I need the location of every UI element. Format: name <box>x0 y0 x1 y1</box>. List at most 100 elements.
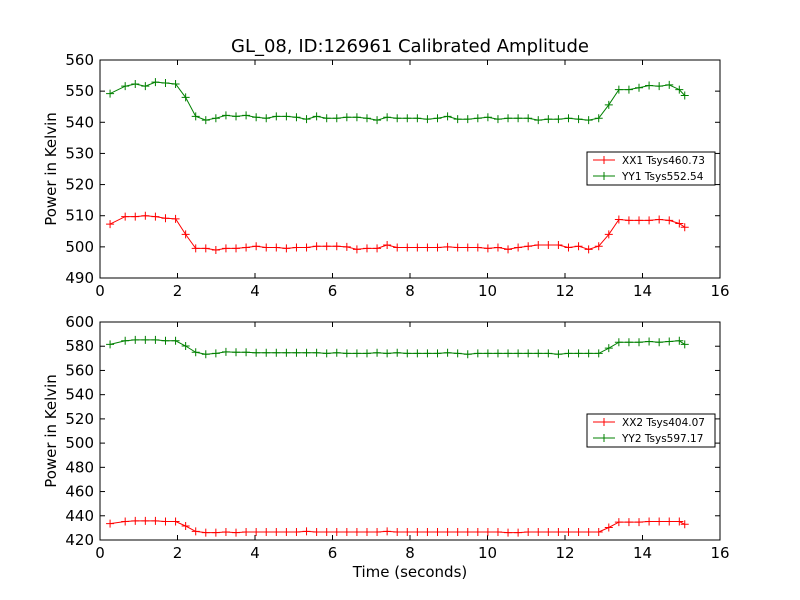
data-point <box>181 93 190 102</box>
data-point <box>322 114 331 123</box>
chart-panel-1: 0 2 4 6 8 10 12 14 16 490 500 510 520 530 540 550 560 GL_… <box>42 36 730 300</box>
y-tick-label: 520 <box>65 410 94 428</box>
data-point <box>131 335 140 344</box>
y-tick-label: 460 <box>65 483 94 501</box>
data-point <box>574 115 583 124</box>
data-point <box>352 349 361 358</box>
data-point <box>574 349 583 358</box>
data-point <box>614 518 623 527</box>
data-point <box>624 85 633 94</box>
data-point <box>131 212 140 221</box>
data-point <box>232 348 241 357</box>
data-point <box>211 528 220 537</box>
data-point <box>645 81 654 90</box>
x-tick-label: 6 <box>328 282 338 300</box>
series-line <box>109 81 686 121</box>
data-point <box>524 242 533 251</box>
series-1 <box>106 211 689 254</box>
data-point <box>161 79 170 88</box>
data-point <box>141 335 150 344</box>
legend-label: YY2 Tsys597.17 <box>621 433 703 445</box>
data-point <box>534 349 543 358</box>
legend-label: YY1 Tsys552.54 <box>621 171 704 183</box>
data-point <box>221 111 230 120</box>
data-point <box>332 348 341 357</box>
series-line <box>109 339 685 355</box>
data-point <box>282 348 291 357</box>
y-tick-label: 490 <box>65 269 94 287</box>
data-point <box>121 82 130 91</box>
data-point <box>514 243 523 252</box>
data-point <box>453 243 462 252</box>
data-point <box>242 243 251 252</box>
chart-title: GL_08, ID:126961 Calibrated Amplitude <box>231 36 589 57</box>
data-point <box>534 528 543 537</box>
y-tick-label: 500 <box>65 238 94 256</box>
data-point <box>171 336 180 345</box>
data-point <box>564 243 573 252</box>
data-point <box>635 338 644 347</box>
data-point <box>221 528 230 537</box>
legend-box <box>586 151 716 186</box>
data-point <box>584 528 593 537</box>
data-point <box>262 243 271 252</box>
data-point <box>106 89 115 98</box>
legend-marker <box>600 418 608 426</box>
data-point <box>463 115 472 124</box>
data-point <box>302 115 311 124</box>
data-point <box>151 212 160 221</box>
data-point <box>232 244 241 253</box>
data-point <box>544 349 553 358</box>
x-tick-label: 12 <box>555 544 574 562</box>
data-point <box>680 340 689 349</box>
data-point <box>665 337 674 346</box>
legend-label: XX1 Tsys460.73 <box>622 155 705 167</box>
data-point <box>322 528 331 537</box>
data-point <box>675 517 684 526</box>
data-point <box>201 350 210 359</box>
data-point <box>362 528 371 537</box>
x-tick-label: 0 <box>95 544 105 562</box>
data-point <box>564 349 573 358</box>
y-tick-label: 540 <box>65 113 94 131</box>
data-point <box>604 100 613 109</box>
data-point <box>252 113 261 122</box>
data-point <box>141 82 150 91</box>
data-point <box>393 528 402 537</box>
data-point <box>106 519 115 528</box>
data-point <box>645 337 654 346</box>
data-point <box>362 244 371 253</box>
data-point <box>594 349 603 358</box>
data-point <box>473 528 482 537</box>
data-point <box>604 344 613 353</box>
data-point <box>493 528 502 537</box>
x-tick-label: 10 <box>478 282 497 300</box>
data-point <box>443 242 452 251</box>
data-point <box>252 528 261 537</box>
data-point <box>106 220 115 229</box>
data-point <box>483 349 492 358</box>
data-point <box>312 348 321 357</box>
data-point <box>352 528 361 537</box>
data-point <box>433 528 442 537</box>
data-point <box>201 116 210 125</box>
y-tick-label: 560 <box>65 361 94 379</box>
data-point <box>584 116 593 125</box>
data-point <box>211 245 220 254</box>
chart-panel-2: 0 2 4 6 8 10 12 14 16 420 440 460 480 500 520 540 560 580… <box>42 313 730 581</box>
data-point <box>342 528 351 537</box>
data-point <box>131 516 140 525</box>
data-point <box>574 528 583 537</box>
data-point <box>232 112 241 121</box>
data-point <box>201 528 210 537</box>
data-point <box>151 335 160 344</box>
data-point <box>483 113 492 122</box>
data-point <box>312 242 321 251</box>
data-point <box>594 528 603 537</box>
data-point <box>211 114 220 123</box>
data-point <box>312 112 321 121</box>
data-point <box>514 528 523 537</box>
data-point <box>463 350 472 359</box>
y-tick-label: 420 <box>65 531 94 549</box>
